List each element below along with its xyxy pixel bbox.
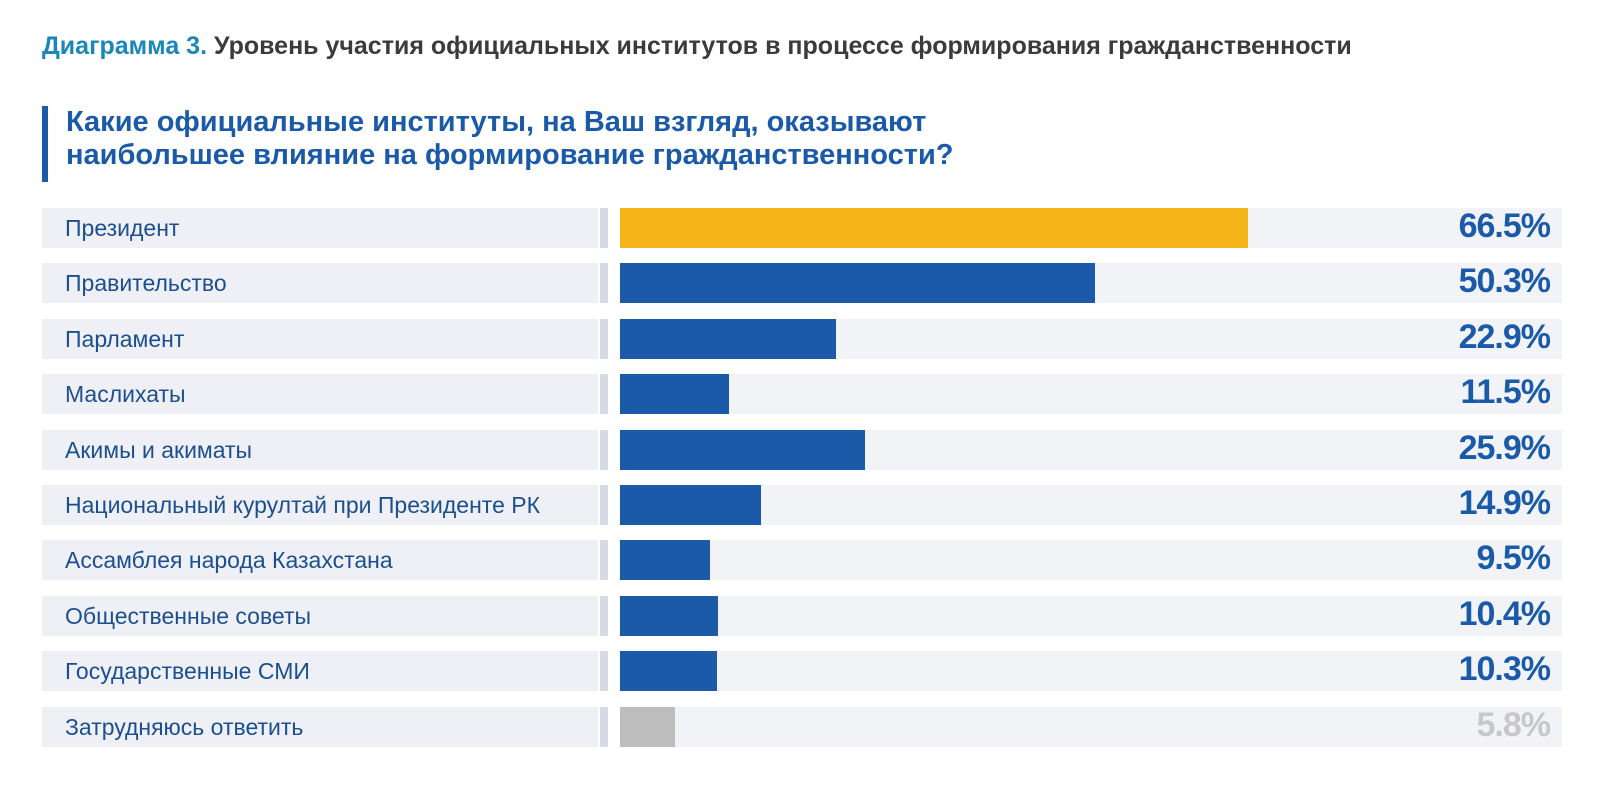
value-label: 11.5% [1460,373,1551,411]
value-label: 25.9% [1458,429,1551,467]
category-label: Маслихаты [65,381,186,407]
row-divider [600,208,608,248]
bar-track [620,596,1562,636]
row-divider [600,374,608,414]
bar-track [620,540,1562,580]
row-label-background [42,430,598,470]
row-divider [600,319,608,359]
value-label: 9.5% [1476,539,1552,577]
value-label: 10.4% [1458,595,1551,633]
category-label: Акимы и акиматы [65,437,253,463]
question-line-1: Какие официальные институты, на Ваш взгл… [66,106,927,138]
row-label-background [42,374,598,414]
row-divider [600,540,608,580]
diagram-title: Диаграмма 3. Уровень участия официальных… [42,32,1352,61]
bar [620,540,710,580]
category-label: Государственные СМИ [65,658,310,684]
bar-track [620,651,1562,691]
bar [620,208,1248,248]
bar [620,263,1095,303]
row-label-background [42,540,598,580]
category-label: Ассамблея народа Казахстана [65,547,393,573]
bar-track [620,374,1562,414]
value-label: 50.3% [1458,262,1551,300]
bar [620,596,718,636]
bar [620,707,675,747]
question-line-2: наибольшее влияние на формирование гражд… [66,139,954,171]
diagram-number: Диаграмма 3. [42,32,208,60]
category-label: Общественные советы [65,603,312,629]
row-label-background [42,319,598,359]
bar-track [620,707,1562,747]
row-divider [600,485,608,525]
value-label: 22.9% [1458,318,1551,356]
row-label-background [42,651,598,691]
bar [620,319,836,359]
value-label: 10.3% [1458,650,1551,688]
value-label: 66.5% [1458,207,1551,245]
row-label-background [42,596,598,636]
row-divider [600,430,608,470]
value-label: 14.9% [1458,484,1551,522]
bar-track [620,485,1562,525]
row-label-background [42,485,598,525]
row-label-background [42,707,598,747]
row-label-background [42,263,598,303]
category-label: Национальный курултай при Президенте РК [65,492,540,518]
category-label: Затрудняюсь ответить [65,714,304,740]
row-divider [600,263,608,303]
category-label: Президент [65,215,180,241]
category-label: Парламент [65,326,185,352]
row-divider [600,707,608,747]
row-label-background [42,208,598,248]
question-block: Какие официальные институты, на Ваш взгл… [42,106,954,182]
diagram-title-text: Уровень участия официальных институтов в… [213,32,1352,60]
bar [620,485,761,525]
bar [620,651,717,691]
bar [620,430,865,470]
row-divider [600,651,608,691]
row-divider [600,596,608,636]
category-label: Правительство [65,270,227,296]
value-label: 5.8% [1476,706,1552,744]
bar [620,374,729,414]
